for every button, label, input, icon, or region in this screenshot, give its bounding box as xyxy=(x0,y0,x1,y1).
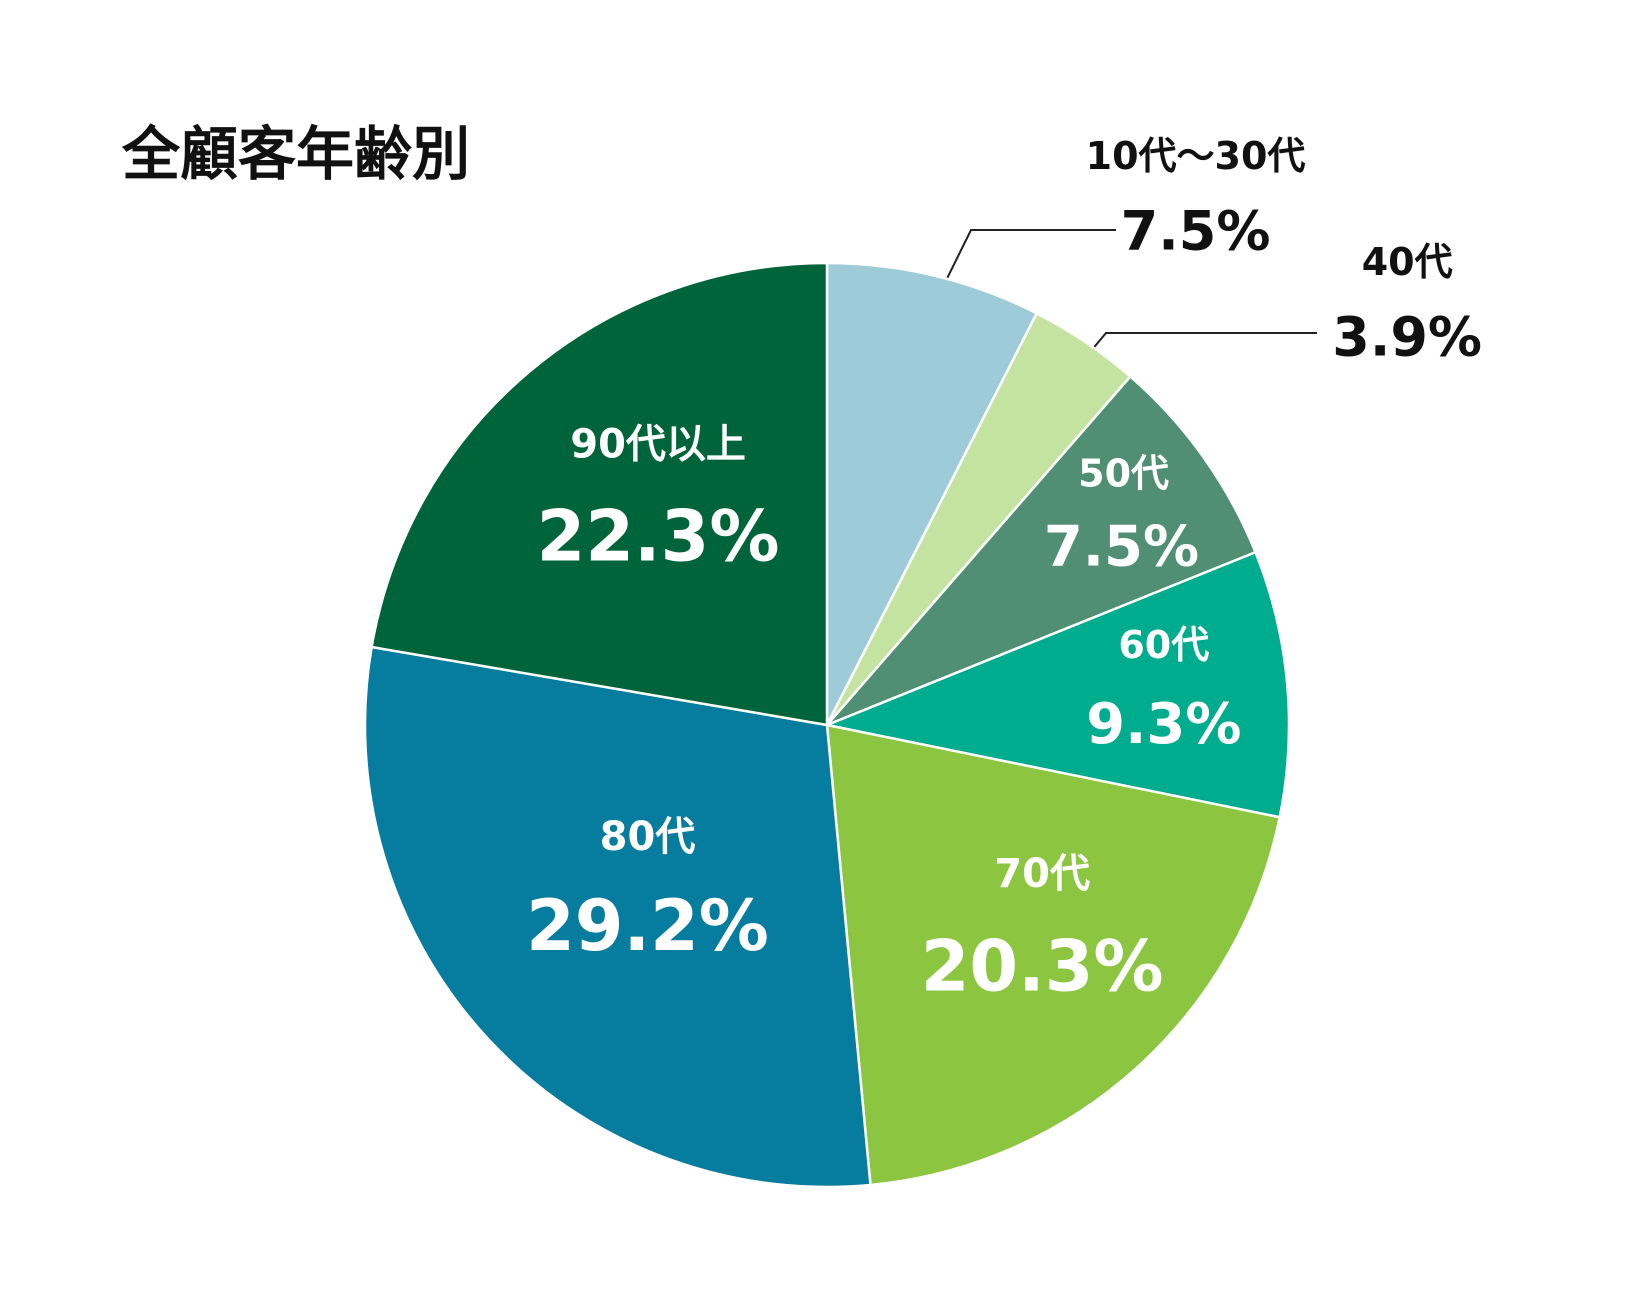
slice-category-label: 80代 xyxy=(600,814,696,860)
slice-value-label: 20.3% xyxy=(921,925,1164,1007)
slice-category-label: 50代 xyxy=(1078,452,1169,496)
chart-title: 全顧客年齢別 xyxy=(121,120,470,188)
pie-slice xyxy=(822,550,1291,819)
pie-slice xyxy=(370,261,829,727)
pie-slice xyxy=(825,261,1039,726)
slice-category-label: 10代〜30代 xyxy=(1086,134,1306,178)
slice-value-label: 7.5% xyxy=(1044,514,1199,579)
pie-slice xyxy=(825,723,1282,1187)
slice-value-label: 9.3% xyxy=(1086,692,1241,757)
pie-slice xyxy=(363,645,872,1189)
slice-value-label: 29.2% xyxy=(526,885,769,967)
slice-value-label: 7.5% xyxy=(1121,200,1271,263)
slice-category-label: 40代 xyxy=(1362,240,1453,284)
pie-slice xyxy=(826,374,1258,727)
slice-value-label: 3.9% xyxy=(1332,305,1482,368)
slice-category-label: 70代 xyxy=(994,851,1090,897)
slice-value-label: 22.3% xyxy=(537,496,780,578)
slice-category-label: 90代以上 xyxy=(570,421,746,467)
slice-category-label: 60代 xyxy=(1118,623,1209,667)
